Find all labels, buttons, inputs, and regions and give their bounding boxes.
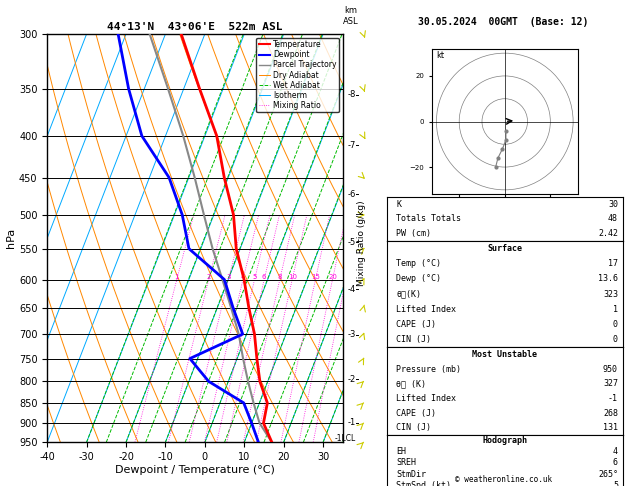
Text: CIN (J): CIN (J) xyxy=(396,423,431,432)
Text: CAPE (J): CAPE (J) xyxy=(396,320,437,329)
Text: kt: kt xyxy=(437,51,445,60)
Text: -1LCL: -1LCL xyxy=(335,434,356,443)
Text: 20: 20 xyxy=(328,274,337,279)
Text: 323: 323 xyxy=(603,290,618,298)
Text: Dewp (°C): Dewp (°C) xyxy=(396,274,442,283)
Text: 6: 6 xyxy=(262,274,267,279)
Text: Pressure (mb): Pressure (mb) xyxy=(396,365,461,374)
Y-axis label: hPa: hPa xyxy=(6,228,16,248)
Text: 2.42: 2.42 xyxy=(598,229,618,238)
Text: EH: EH xyxy=(396,447,406,456)
Text: -4: -4 xyxy=(348,285,356,294)
Text: -6: -6 xyxy=(348,190,356,199)
Text: © weatheronline.co.uk: © weatheronline.co.uk xyxy=(455,474,552,484)
Text: 48: 48 xyxy=(608,214,618,223)
Text: 131: 131 xyxy=(603,423,618,432)
Text: PW (cm): PW (cm) xyxy=(396,229,431,238)
Text: 5: 5 xyxy=(613,481,618,486)
Text: -5: -5 xyxy=(348,238,356,247)
Text: 1: 1 xyxy=(175,274,179,279)
Text: 268: 268 xyxy=(603,409,618,417)
Text: 3: 3 xyxy=(226,274,231,279)
Text: θᴇ (K): θᴇ (K) xyxy=(396,380,426,388)
Text: 6: 6 xyxy=(613,458,618,468)
Text: -8: -8 xyxy=(348,90,356,99)
Text: 0: 0 xyxy=(613,320,618,329)
Text: Temp (°C): Temp (°C) xyxy=(396,259,442,268)
Title: 44°13'N  43°06'E  522m ASL: 44°13'N 43°06'E 522m ASL xyxy=(107,22,283,32)
Text: 30.05.2024  00GMT  (Base: 12): 30.05.2024 00GMT (Base: 12) xyxy=(418,17,588,27)
Text: 1: 1 xyxy=(613,305,618,314)
Text: 13.6: 13.6 xyxy=(598,274,618,283)
Text: 950: 950 xyxy=(603,365,618,374)
Text: 30: 30 xyxy=(608,200,618,208)
Text: CIN (J): CIN (J) xyxy=(396,335,431,345)
Text: 5: 5 xyxy=(252,274,257,279)
Text: Most Unstable: Most Unstable xyxy=(472,350,537,359)
Text: km
ASL: km ASL xyxy=(343,6,358,26)
Text: Mixing Ratio (g/kg): Mixing Ratio (g/kg) xyxy=(357,200,366,286)
Text: SREH: SREH xyxy=(396,458,416,468)
Text: θᴇ(K): θᴇ(K) xyxy=(396,290,421,298)
Text: 8: 8 xyxy=(277,274,282,279)
Text: -2: -2 xyxy=(348,375,356,383)
Text: 0: 0 xyxy=(613,335,618,345)
Text: Totals Totals: Totals Totals xyxy=(396,214,461,223)
Text: -7: -7 xyxy=(348,141,356,150)
Text: -3: -3 xyxy=(348,330,356,339)
Text: Lifted Index: Lifted Index xyxy=(396,394,456,403)
Text: 265°: 265° xyxy=(598,469,618,479)
Text: 15: 15 xyxy=(311,274,320,279)
X-axis label: Dewpoint / Temperature (°C): Dewpoint / Temperature (°C) xyxy=(115,465,275,475)
Text: -1: -1 xyxy=(348,418,356,427)
Text: CAPE (J): CAPE (J) xyxy=(396,409,437,417)
Text: StmSpd (kt): StmSpd (kt) xyxy=(396,481,451,486)
Text: 4: 4 xyxy=(613,447,618,456)
Text: -1: -1 xyxy=(608,394,618,403)
Text: Lifted Index: Lifted Index xyxy=(396,305,456,314)
Text: 4: 4 xyxy=(241,274,245,279)
Text: 17: 17 xyxy=(608,259,618,268)
Text: 2: 2 xyxy=(206,274,211,279)
Text: 327: 327 xyxy=(603,380,618,388)
Text: Surface: Surface xyxy=(487,243,522,253)
Text: 10: 10 xyxy=(287,274,297,279)
Text: Hodograph: Hodograph xyxy=(482,436,527,445)
Text: StmDir: StmDir xyxy=(396,469,426,479)
Text: K: K xyxy=(396,200,401,208)
Legend: Temperature, Dewpoint, Parcel Trajectory, Dry Adiabat, Wet Adiabat, Isotherm, Mi: Temperature, Dewpoint, Parcel Trajectory… xyxy=(257,38,339,112)
